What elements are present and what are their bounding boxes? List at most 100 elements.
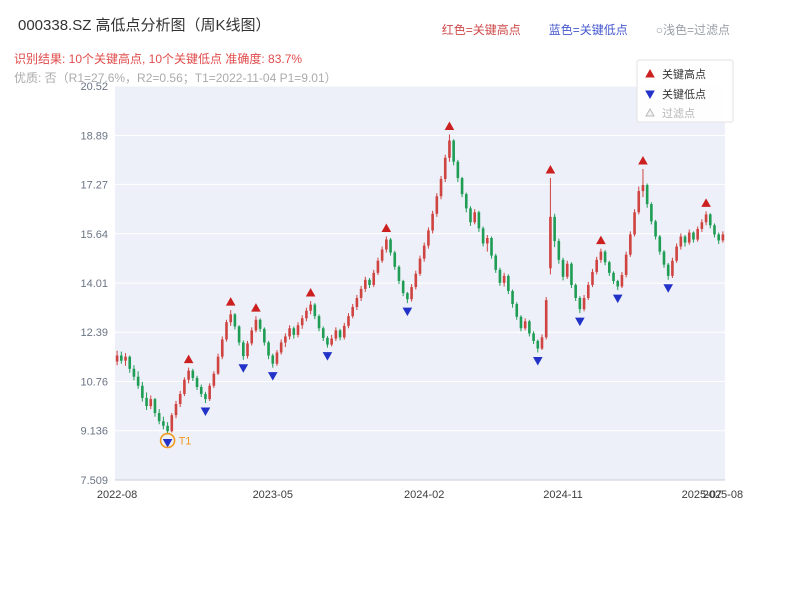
candle-body bbox=[645, 185, 649, 205]
page-title: 000338.SZ 高低点分析图（周K线图） bbox=[18, 17, 271, 34]
candle-body bbox=[490, 238, 493, 256]
candle-body bbox=[666, 264, 670, 276]
key-high-marker bbox=[638, 155, 648, 165]
candle-body bbox=[591, 271, 594, 285]
y-axis-label: 17.27 bbox=[80, 179, 108, 191]
candle-body bbox=[174, 403, 178, 416]
candle-body bbox=[204, 393, 207, 400]
x-axis-label: 2023-05 bbox=[253, 489, 293, 501]
key-low-marker bbox=[663, 284, 674, 293]
candle-body bbox=[528, 321, 531, 334]
key-high-marker bbox=[444, 121, 455, 130]
candle-body bbox=[229, 314, 232, 323]
candle-body bbox=[157, 413, 161, 422]
y-axis-label: 15.64 bbox=[80, 229, 108, 241]
x-axis-label: 2024-11 bbox=[543, 489, 583, 501]
candle-body bbox=[389, 239, 392, 253]
key-high-marker bbox=[545, 165, 556, 174]
legend-label: 关键高点 bbox=[662, 67, 706, 81]
header-legend: 红色=关键高点 蓝色=关键低点 ○浅色=过滤点 bbox=[442, 21, 730, 38]
candle-body bbox=[427, 230, 430, 246]
candle-body bbox=[359, 288, 363, 298]
candle-body bbox=[502, 275, 506, 283]
candle-body bbox=[149, 399, 153, 407]
candle-body bbox=[549, 216, 552, 269]
candle-body bbox=[544, 300, 548, 338]
candle-body bbox=[309, 304, 312, 311]
candle-body bbox=[271, 355, 275, 364]
candle-body bbox=[376, 260, 380, 273]
y-axis-label: 18.89 bbox=[80, 130, 108, 142]
key-high-marker bbox=[251, 303, 261, 312]
candle-body bbox=[675, 246, 678, 261]
y-axis-label: 7.509 bbox=[80, 475, 108, 487]
candle-body bbox=[464, 194, 468, 209]
key-low-marker bbox=[322, 352, 333, 361]
candle-body bbox=[536, 340, 540, 349]
candle-body bbox=[393, 252, 397, 267]
candle-body bbox=[477, 212, 481, 229]
candle-body bbox=[620, 274, 624, 287]
candle-body bbox=[347, 316, 350, 326]
candle-body bbox=[595, 259, 598, 272]
candle-body bbox=[523, 321, 527, 329]
candle-body bbox=[557, 241, 561, 260]
candle-body bbox=[380, 249, 384, 261]
candle-body bbox=[582, 297, 586, 310]
key-high-marker bbox=[225, 297, 236, 306]
legend-text-key-high: 红色=关键高点 bbox=[441, 23, 521, 37]
key-low-marker bbox=[402, 307, 413, 317]
candle-body bbox=[300, 318, 304, 326]
x-axis-label: 2022-08 bbox=[97, 489, 137, 501]
candle-body bbox=[242, 342, 245, 357]
candle-body bbox=[178, 393, 182, 404]
candle-body bbox=[608, 262, 611, 273]
candle-body bbox=[208, 385, 211, 400]
candle-body bbox=[212, 373, 216, 386]
candle-body bbox=[292, 328, 296, 335]
candle-body bbox=[170, 415, 174, 432]
candle-body bbox=[654, 221, 657, 237]
key-low-marker bbox=[267, 372, 278, 381]
candle-body bbox=[237, 326, 241, 343]
candle-body bbox=[313, 304, 317, 317]
key-point-markers bbox=[162, 121, 711, 448]
candle-body bbox=[574, 284, 577, 298]
y-axis-label: 12.39 bbox=[80, 327, 108, 339]
candle-body bbox=[254, 319, 258, 331]
result-line: 识别结果: 10个关键高点, 10个关键低点 准确度: 83.7% bbox=[14, 52, 303, 66]
candle-body bbox=[162, 421, 165, 426]
candle-body bbox=[532, 333, 535, 341]
candle-body bbox=[481, 228, 485, 244]
y-axis-label: 14.01 bbox=[80, 278, 108, 290]
candle-body bbox=[128, 356, 132, 369]
candle-body bbox=[637, 191, 641, 213]
candle-body bbox=[515, 304, 519, 317]
candle-body bbox=[422, 245, 426, 259]
legend-label: 过滤点 bbox=[662, 107, 695, 120]
candle-body bbox=[166, 425, 169, 432]
candle-body bbox=[351, 307, 354, 317]
candle-body bbox=[629, 234, 632, 255]
candle-body bbox=[456, 161, 460, 179]
candle-body bbox=[334, 330, 338, 339]
candle-body bbox=[443, 157, 447, 179]
x-axis-label: 2025-07 bbox=[682, 489, 722, 501]
candle-body bbox=[401, 281, 405, 294]
candle-body bbox=[658, 236, 662, 252]
key-high-marker bbox=[701, 198, 711, 207]
candle-body bbox=[586, 284, 590, 298]
candle-body bbox=[469, 208, 472, 223]
candle-body bbox=[700, 222, 704, 229]
legend-text-filtered: ○浅色=过滤点 bbox=[655, 23, 730, 37]
candle-body bbox=[683, 236, 687, 243]
candle-body bbox=[435, 196, 439, 214]
candle-body bbox=[275, 352, 279, 364]
candle-body bbox=[431, 213, 434, 231]
candle-body bbox=[553, 216, 556, 242]
candle-body bbox=[317, 316, 321, 329]
legend-item-key-low: 关键低点 bbox=[645, 87, 706, 101]
candle-body bbox=[372, 272, 376, 285]
